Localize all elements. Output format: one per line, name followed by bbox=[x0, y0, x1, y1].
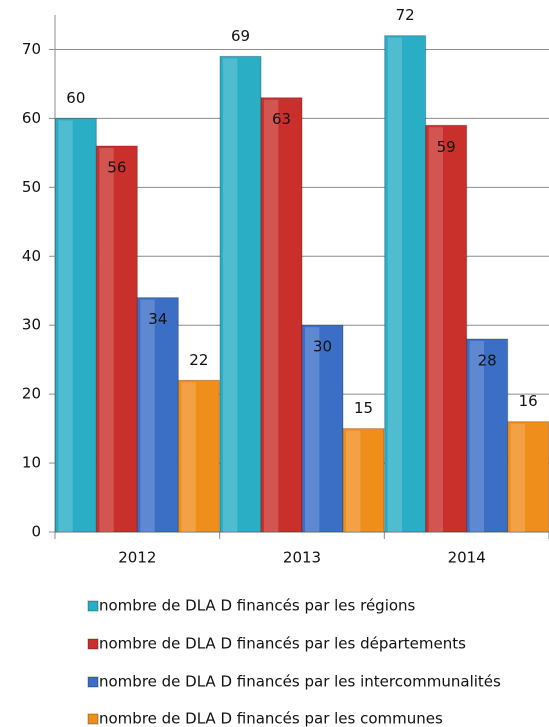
legend-text: nombre de DLA D financés par les régions bbox=[99, 597, 416, 615]
bar bbox=[54, 117, 97, 533]
data-label: 59 bbox=[437, 138, 456, 156]
data-label: 56 bbox=[107, 158, 126, 176]
bar-highlight bbox=[58, 120, 73, 533]
legend-swatch bbox=[87, 676, 99, 688]
data-label: 28 bbox=[478, 351, 497, 369]
data-label: 60 bbox=[66, 89, 85, 107]
bar-highlight bbox=[346, 430, 361, 532]
y-tick-label: 70 bbox=[22, 40, 41, 58]
data-label: 30 bbox=[313, 338, 332, 356]
legend-text: nombre de DLA D financés par les interco… bbox=[99, 673, 501, 691]
y-tick-label: 60 bbox=[22, 109, 41, 127]
legend-swatch bbox=[87, 713, 99, 725]
x-tick-label: 2012 bbox=[118, 549, 156, 567]
bar bbox=[466, 338, 509, 533]
bar-highlight bbox=[305, 327, 320, 532]
bar bbox=[342, 428, 385, 533]
bar bbox=[425, 124, 468, 533]
bar-highlight bbox=[99, 147, 114, 532]
data-label: 34 bbox=[148, 310, 167, 328]
bar-highlight bbox=[140, 299, 155, 532]
data-label: 15 bbox=[354, 399, 373, 417]
data-label: 22 bbox=[189, 351, 208, 369]
legend-text: nombre de DLA D financés par les départe… bbox=[99, 635, 466, 653]
y-tick-label: 20 bbox=[22, 385, 41, 403]
y-tick-label: 0 bbox=[31, 523, 41, 541]
bar-highlight bbox=[223, 58, 238, 533]
y-tick-label: 30 bbox=[22, 316, 41, 334]
bar bbox=[507, 421, 549, 533]
bar-highlight bbox=[387, 37, 403, 533]
bar bbox=[260, 97, 303, 533]
x-tick-label: 2013 bbox=[283, 549, 321, 567]
y-tick-label: 50 bbox=[22, 178, 41, 196]
data-label: 69 bbox=[231, 27, 250, 45]
data-label: 72 bbox=[396, 6, 415, 24]
bar bbox=[219, 55, 262, 533]
bar-highlight bbox=[181, 382, 196, 532]
legend-text: nombre de DLA D financés par les commune… bbox=[99, 710, 443, 727]
bar-highlight bbox=[428, 127, 444, 532]
bar-highlight bbox=[510, 423, 526, 532]
bar bbox=[384, 35, 427, 533]
data-label: 16 bbox=[519, 392, 538, 410]
bar-highlight bbox=[264, 99, 279, 532]
y-tick-label: 10 bbox=[22, 454, 41, 472]
bar bbox=[136, 297, 179, 533]
y-tick-label: 40 bbox=[22, 247, 41, 265]
legend-swatch bbox=[87, 600, 99, 612]
bar-highlight bbox=[469, 340, 485, 532]
legend-swatch bbox=[87, 638, 99, 650]
x-tick-label: 2014 bbox=[448, 549, 486, 567]
bar bbox=[177, 379, 220, 533]
data-label: 63 bbox=[272, 110, 291, 128]
